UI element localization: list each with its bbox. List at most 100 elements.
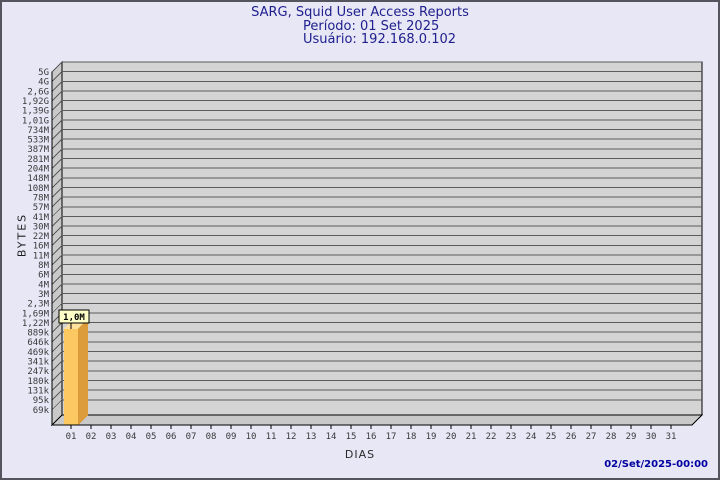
y-tick: [51, 100, 63, 111]
y-tick: [51, 148, 63, 160]
y-tick: [51, 399, 63, 411]
y-tick: [51, 187, 63, 198]
y-tick-label: 57M: [33, 203, 50, 213]
x-tick-label: 21: [466, 432, 477, 442]
y-tick: [51, 254, 63, 266]
y-tick-label: 6M: [38, 271, 49, 281]
y-tick: [51, 158, 63, 169]
y-tick: [51, 109, 63, 121]
bar: [64, 328, 78, 425]
y-tick-label: 387M: [27, 145, 49, 155]
y-tick-label: 5G: [38, 68, 49, 78]
x-tick-label: 06: [166, 432, 177, 442]
y-tick-label: 1,69M: [22, 309, 50, 319]
y-tick-label: 469k: [27, 348, 49, 358]
y-tick-label: 22M: [33, 232, 50, 242]
x-tick-label: 25: [546, 432, 557, 442]
y-tick: [51, 293, 63, 304]
y-tick: [51, 90, 63, 102]
x-tick-label: 04: [126, 432, 137, 442]
y-tick-label: 646k: [27, 338, 49, 348]
x-tick-label: 19: [426, 432, 437, 442]
bar-value-box: [58, 309, 90, 324]
y-tick: [51, 177, 63, 189]
y-tick-label: 2,3M: [27, 300, 49, 310]
x-tick-label: 08: [206, 432, 217, 442]
y-tick: [51, 71, 63, 83]
y-tick: [51, 167, 63, 179]
x-tick-label: 14: [326, 432, 337, 442]
y-tick-label: 69k: [33, 406, 50, 416]
y-tick-label: 4G: [38, 78, 49, 88]
generated-timestamp: 02/Set/2025-00:00: [604, 459, 708, 470]
x-tick-label: 22: [486, 432, 497, 442]
y-tick-label: 281M: [27, 155, 49, 165]
y-tick-label: 30M: [33, 222, 50, 232]
x-tick-label: 02: [86, 432, 97, 442]
y-tick: [51, 206, 63, 218]
y-tick-label: 78M: [33, 193, 50, 203]
y-tick-label: 1,92G: [22, 97, 49, 107]
y-tick: [51, 119, 63, 131]
y-tick-label: 4M: [38, 280, 49, 290]
x-tick-label: 05: [146, 432, 157, 442]
y-tick: [51, 341, 63, 353]
y-tick-label: 8M: [38, 261, 49, 271]
y-tick-label: 108M: [27, 184, 49, 194]
x-tick-label: 18: [406, 432, 417, 442]
y-tick: [51, 196, 63, 208]
x-tick-label: 29: [626, 432, 637, 442]
x-tick-label: 30: [646, 432, 657, 442]
y-tick-label: 3M: [38, 290, 49, 300]
bar-value-label: 1,0M: [63, 313, 85, 323]
y-tick: [51, 283, 63, 295]
x-tick-label: 17: [386, 432, 397, 442]
x-tick-label: 01: [66, 432, 77, 442]
bar-side-face: [78, 318, 88, 425]
y-tick: [51, 380, 63, 391]
x-tick-label: 09: [226, 432, 237, 442]
x-tick-label: 16: [366, 432, 377, 442]
y-tick-label: 41M: [33, 213, 50, 223]
y-tick: [51, 235, 63, 247]
x-tick-label: 11: [266, 432, 277, 442]
y-tick: [51, 225, 63, 237]
y-tick: [51, 244, 63, 256]
y-tick-label: 734M: [27, 126, 49, 136]
x-tick-label: 31: [666, 432, 677, 442]
y-tick: [51, 273, 63, 285]
y-tick-label: 1,01G: [22, 116, 49, 126]
y-tick: [51, 370, 63, 382]
y-tick: [51, 302, 63, 314]
y-tick-label: 1,22M: [22, 319, 50, 329]
y-tick-label: 16M: [33, 242, 50, 252]
x-tick-label: 27: [586, 432, 597, 442]
x-axis-title: DIAS: [344, 448, 376, 461]
x-tick-label: 13: [306, 432, 317, 442]
y-tick-label: 204M: [27, 165, 49, 175]
y-tick: [51, 322, 63, 333]
y-tick: [51, 264, 63, 276]
y-tick: [51, 80, 63, 92]
y-tick: [51, 331, 63, 343]
x-axis-end-slant: [691, 414, 703, 426]
y-tick-label: 131k: [27, 386, 49, 396]
x-tick-label: 24: [526, 432, 537, 442]
y-tick: [51, 129, 63, 140]
y-tick-label: 1,39G: [22, 107, 49, 117]
x-tick-label: 03: [106, 432, 117, 442]
x-tick-label: 28: [606, 432, 617, 442]
y-tick-label: 889k: [27, 329, 49, 339]
y-tick: [51, 138, 63, 150]
y-tick-label: 2,6G: [27, 87, 49, 97]
chart-title: SARG, Squid User Access Reports: [251, 5, 469, 20]
x-tick-label: 12: [286, 432, 297, 442]
x-tick-label: 23: [506, 432, 517, 442]
y-tick-label: 95k: [33, 396, 50, 406]
y-tick: [51, 61, 63, 73]
y-tick-label: 180k: [27, 377, 49, 387]
x-tick-label: 10: [246, 432, 257, 442]
y-tick-label: 247k: [27, 367, 49, 377]
